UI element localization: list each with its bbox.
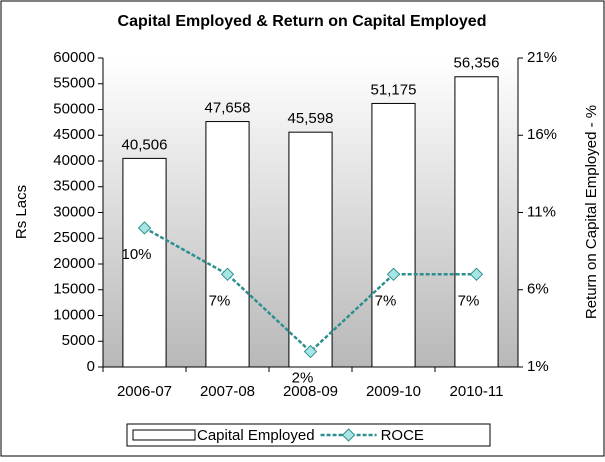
marker bbox=[469, 267, 484, 282]
bar-value-label: 56,356 bbox=[454, 55, 500, 72]
legend bbox=[126, 423, 491, 447]
line-value-label: 7% bbox=[458, 292, 480, 309]
y-tick-label: 55000 bbox=[53, 75, 95, 92]
y-tick-label: 50000 bbox=[53, 100, 95, 117]
bar-value-label: 45,598 bbox=[288, 110, 334, 127]
x-tick-label: 2007-08 bbox=[200, 383, 255, 400]
y2-tick-label: 1% bbox=[527, 358, 549, 375]
y-tick-label: 25000 bbox=[53, 229, 95, 246]
line-value-label: 7% bbox=[209, 292, 231, 309]
bar-value-label: 47,658 bbox=[205, 100, 251, 117]
x-tick-label: 2008-09 bbox=[283, 383, 338, 400]
bar bbox=[454, 76, 499, 368]
y-tick-label: 40000 bbox=[53, 152, 95, 169]
marker bbox=[303, 344, 318, 359]
y2-tick-label: 16% bbox=[527, 126, 557, 143]
bar bbox=[371, 102, 416, 368]
y2-tick-label: 21% bbox=[527, 49, 557, 66]
line-value-label: 10% bbox=[121, 246, 151, 263]
y2-axis-label: Return on Capital Employed - % bbox=[583, 105, 600, 319]
y-tick-label: 0 bbox=[87, 358, 95, 375]
line bbox=[143, 226, 477, 354]
marker bbox=[220, 267, 235, 282]
bar-value-label: 51,175 bbox=[371, 81, 417, 98]
y-tick-label: 45000 bbox=[53, 126, 95, 143]
y-tick-label: 5000 bbox=[62, 332, 95, 349]
y-tick-label: 30000 bbox=[53, 203, 95, 220]
bar bbox=[122, 157, 167, 368]
x-tick-label: 2010-11 bbox=[450, 383, 504, 400]
bar bbox=[205, 121, 250, 368]
y-tick-label: 35000 bbox=[53, 178, 95, 195]
marker bbox=[137, 221, 152, 235]
legend-swatch bbox=[132, 429, 196, 441]
legend-label: ROCE bbox=[381, 427, 424, 444]
legend-marker bbox=[341, 428, 356, 442]
y-tick-label: 20000 bbox=[53, 255, 95, 272]
y-tick-label: 15000 bbox=[53, 281, 95, 298]
bar bbox=[288, 131, 333, 368]
x-tick-label: 2009-10 bbox=[366, 383, 421, 400]
bar-value-label: 40,506 bbox=[122, 136, 168, 153]
y2-tick-label: 6% bbox=[527, 281, 549, 298]
y-tick-label: 10000 bbox=[53, 306, 95, 323]
line-value-label: 7% bbox=[375, 292, 397, 309]
y2-tick-label: 11% bbox=[527, 203, 556, 220]
line-value-label: 2% bbox=[292, 370, 314, 387]
x-tick-label: 2006-07 bbox=[117, 383, 172, 400]
chart-title: Capital Employed & Return on Capital Emp… bbox=[118, 13, 487, 30]
y-axis-label: Rs Lacs bbox=[13, 185, 30, 239]
marker bbox=[386, 267, 401, 282]
y-tick-label: 60000 bbox=[53, 49, 95, 66]
legend-label: Capital Employed bbox=[197, 427, 315, 444]
